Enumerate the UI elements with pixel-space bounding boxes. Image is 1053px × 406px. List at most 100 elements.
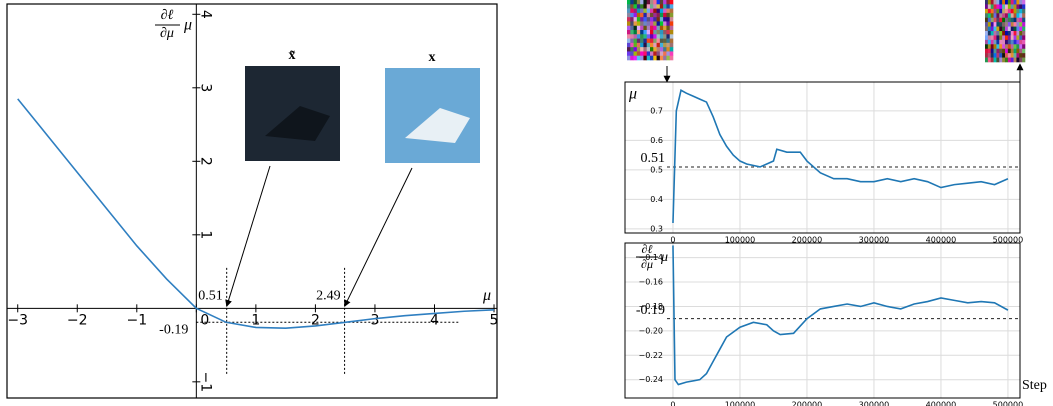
noise-pixel xyxy=(993,0,997,5)
noise-pixel xyxy=(985,31,989,36)
noise-pixel xyxy=(666,30,671,35)
noise-pixel xyxy=(630,51,634,57)
noise-pixel xyxy=(1019,57,1023,63)
noise-pixel xyxy=(1016,8,1020,14)
noise-pixel xyxy=(1013,48,1017,54)
noise-pixel xyxy=(663,51,667,57)
noise-pixel xyxy=(640,25,644,31)
noise-pixel xyxy=(985,17,989,23)
noise-pixel xyxy=(1007,0,1012,5)
noise-pixel xyxy=(669,38,674,44)
noise-pixel xyxy=(627,0,631,5)
noise-pixel xyxy=(1013,4,1017,10)
noise-pixel xyxy=(636,47,641,52)
noise-pixel xyxy=(630,4,634,9)
noise-pixel xyxy=(1005,0,1009,5)
noise-pixel xyxy=(985,53,989,58)
noise-pixel xyxy=(987,35,992,41)
noise-pixel xyxy=(653,42,657,48)
noise-pixel xyxy=(630,34,634,39)
noise-pixel xyxy=(663,8,667,14)
noise-pixel xyxy=(627,34,631,39)
noise-pixel xyxy=(666,0,671,5)
image-title: x xyxy=(429,50,436,65)
noise-pixel xyxy=(1007,53,1012,58)
noise-pixel xyxy=(1007,35,1012,41)
reference-label: 0.51 xyxy=(198,289,223,304)
y-tick-label: 0.7 xyxy=(650,106,663,115)
noise-pixel xyxy=(666,38,671,44)
noise-pixel xyxy=(1005,39,1009,45)
noise-pixel xyxy=(1022,13,1026,19)
noise-pixel xyxy=(987,13,992,19)
noise-pixel xyxy=(990,53,994,58)
y-tick-label: −0.16 xyxy=(638,278,663,287)
y-tick-label: 4 xyxy=(197,10,213,19)
noise-pixel xyxy=(1010,17,1014,23)
noise-pixel xyxy=(643,4,648,9)
noise-pixel xyxy=(1002,35,1006,41)
noise-pixel xyxy=(646,30,651,35)
noise-pixel xyxy=(1010,13,1014,19)
noise-pixel xyxy=(656,51,661,57)
noise-pixel xyxy=(1005,31,1009,36)
noise-pixel xyxy=(640,55,644,61)
noise-pixel xyxy=(663,42,667,48)
noise-pixel xyxy=(627,47,631,52)
noise-pixel xyxy=(985,44,989,50)
noise-pixel xyxy=(1005,57,1009,63)
noise-pixel xyxy=(993,8,997,14)
noise-pixel xyxy=(646,21,651,27)
noise-pixel xyxy=(640,0,644,5)
noise-pixel xyxy=(1022,8,1026,14)
noise-pixel xyxy=(636,55,641,61)
noise-pixel xyxy=(650,17,654,22)
noise-pixel xyxy=(1002,57,1006,63)
x-tick-label: −1 xyxy=(126,312,147,328)
noise-pixel xyxy=(1005,17,1009,23)
noise-pixel xyxy=(1019,35,1023,41)
noise-pixel xyxy=(666,47,671,52)
noise-pixel xyxy=(993,39,997,45)
noise-pixel xyxy=(1013,26,1017,32)
noise-pixel xyxy=(1007,22,1012,27)
noise-pixel xyxy=(650,38,654,44)
noise-pixel xyxy=(646,34,651,39)
noise-pixel xyxy=(663,25,667,31)
noise-pixel xyxy=(627,38,631,44)
y-axis-label: μ xyxy=(628,86,637,103)
noise-pixel xyxy=(663,38,667,44)
noise-pixel xyxy=(636,17,641,22)
ylabel-denominator: ∂μ xyxy=(641,257,653,271)
noise-pixel xyxy=(987,44,992,50)
noise-pixel xyxy=(1019,17,1023,23)
noise-pixel xyxy=(646,25,651,31)
noise-pixel xyxy=(640,51,644,57)
noise-pixel xyxy=(1019,39,1023,45)
y-tick-label: −0.20 xyxy=(638,326,663,335)
noise-pixel xyxy=(663,12,667,18)
noise-pixel xyxy=(996,0,1000,5)
noise-pixel xyxy=(666,55,671,61)
noise-pixel xyxy=(1013,22,1017,27)
noise-pixel xyxy=(643,38,648,44)
noise-pixel xyxy=(650,30,654,35)
noise-pixel xyxy=(669,51,674,57)
noise-pixel xyxy=(1013,39,1017,45)
noise-pixel xyxy=(1019,0,1023,5)
noise-pixel xyxy=(643,51,648,57)
reference-label: -0.19 xyxy=(159,323,188,338)
noise-pixel xyxy=(999,8,1003,14)
image-title: x̃ xyxy=(289,48,296,63)
noise-pixel xyxy=(630,21,634,27)
noise-pixel xyxy=(987,0,992,5)
noise-pixel xyxy=(669,4,674,9)
noise-pixel xyxy=(999,0,1003,5)
noise-pixel xyxy=(1002,44,1006,50)
y-tick-label: 0.4 xyxy=(650,195,663,204)
noise-pixel xyxy=(1022,44,1026,50)
noise-pixel xyxy=(643,55,648,61)
noise-pixel xyxy=(653,4,657,9)
noise-pixel xyxy=(1022,57,1026,63)
